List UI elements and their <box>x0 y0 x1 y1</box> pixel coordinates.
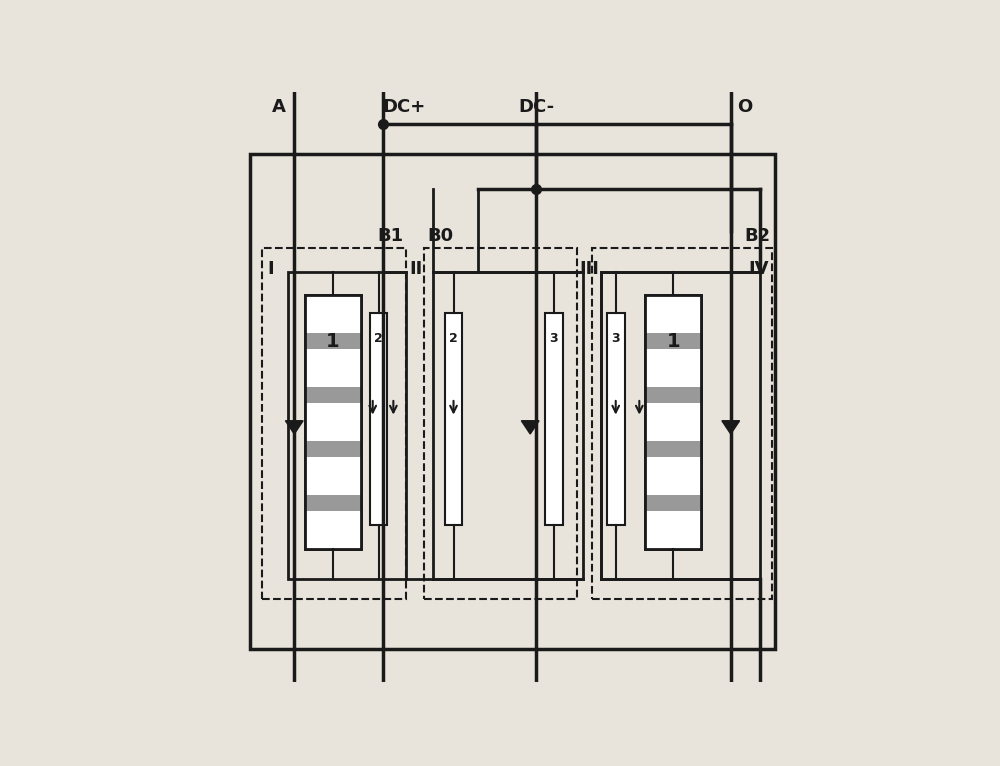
FancyBboxPatch shape <box>645 403 701 441</box>
FancyBboxPatch shape <box>645 296 701 549</box>
Text: IV: IV <box>749 260 769 278</box>
Text: B1: B1 <box>377 228 403 245</box>
FancyBboxPatch shape <box>305 296 361 333</box>
FancyBboxPatch shape <box>305 349 361 388</box>
FancyBboxPatch shape <box>545 313 563 525</box>
Text: 1: 1 <box>666 332 680 351</box>
FancyBboxPatch shape <box>645 495 701 511</box>
FancyBboxPatch shape <box>305 333 361 349</box>
FancyBboxPatch shape <box>645 511 701 549</box>
Polygon shape <box>521 421 539 434</box>
Text: 2: 2 <box>449 332 458 345</box>
FancyBboxPatch shape <box>305 296 361 549</box>
Text: I: I <box>268 260 274 278</box>
Text: B2: B2 <box>744 228 770 245</box>
Text: 3: 3 <box>611 332 620 345</box>
FancyBboxPatch shape <box>305 388 361 403</box>
FancyBboxPatch shape <box>645 333 701 349</box>
FancyBboxPatch shape <box>645 457 701 495</box>
Text: A: A <box>272 98 285 116</box>
FancyBboxPatch shape <box>645 441 701 457</box>
Polygon shape <box>722 421 740 434</box>
FancyBboxPatch shape <box>645 388 701 403</box>
FancyBboxPatch shape <box>305 457 361 495</box>
FancyBboxPatch shape <box>445 313 462 525</box>
Text: DC+: DC+ <box>383 98 426 116</box>
FancyBboxPatch shape <box>607 313 625 525</box>
FancyBboxPatch shape <box>370 313 387 525</box>
Polygon shape <box>285 421 303 434</box>
Text: II: II <box>409 260 423 278</box>
FancyBboxPatch shape <box>645 296 701 333</box>
Text: III: III <box>579 260 599 278</box>
Text: 1: 1 <box>326 332 340 351</box>
FancyBboxPatch shape <box>305 511 361 549</box>
Text: DC-: DC- <box>518 98 554 116</box>
FancyBboxPatch shape <box>305 441 361 457</box>
FancyBboxPatch shape <box>645 349 701 388</box>
Text: B0: B0 <box>427 228 453 245</box>
FancyBboxPatch shape <box>305 495 361 511</box>
Text: O: O <box>737 98 752 116</box>
FancyBboxPatch shape <box>305 403 361 441</box>
Text: 2: 2 <box>374 332 383 345</box>
Text: 3: 3 <box>549 332 558 345</box>
